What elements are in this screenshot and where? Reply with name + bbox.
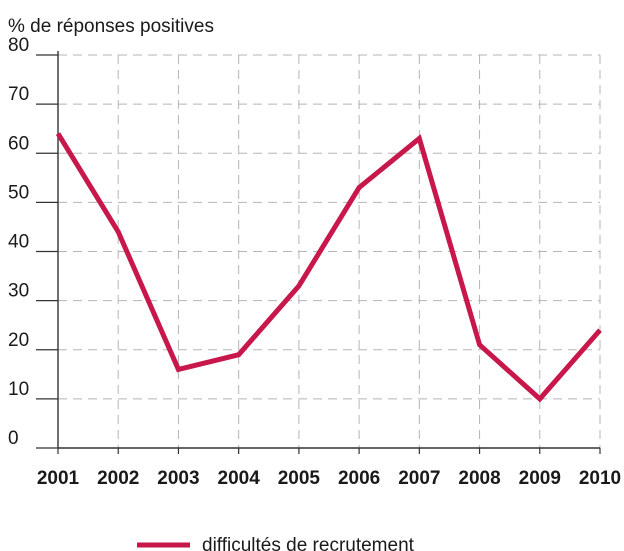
x-tick-label: 2003 (157, 468, 199, 489)
y-tick-label: 20 (8, 330, 29, 351)
y-tick-label: 30 (8, 281, 29, 302)
x-tick-label: 2002 (97, 468, 139, 489)
y-axis-label: % de réponses positives (8, 16, 214, 37)
y-tick-label: 40 (8, 232, 29, 253)
x-tick-label: 2001 (37, 468, 80, 489)
x-tick-label: 2010 (579, 468, 621, 489)
series-line (58, 134, 600, 399)
x-tick-label: 2006 (338, 468, 380, 489)
y-tick-labels: 0 10 20 30 40 50 60 70 80 (8, 35, 29, 449)
x-tick-label: 2007 (398, 468, 440, 489)
x-tick-labels: 2001 2002 2003 2004 2005 2006 2007 2008 2009 2010 (37, 468, 621, 489)
y-tick-label: 50 (8, 182, 29, 203)
y-tick-label: 80 (8, 35, 29, 56)
y-tick-label: 60 (8, 133, 29, 154)
y-tick-label: 70 (8, 84, 29, 105)
y-tick-label: 0 (8, 428, 19, 449)
series-group (58, 134, 600, 399)
y-tick-label: 10 (8, 379, 29, 400)
x-tick-label: 2005 (278, 468, 321, 489)
legend-label: difficultés de recrutement (202, 535, 415, 551)
x-tick-label: 2004 (218, 468, 261, 489)
grid (58, 55, 600, 448)
x-tick-label: 2009 (519, 468, 561, 489)
legend: difficultés de recrutement (137, 535, 415, 551)
x-tick-label: 2008 (458, 468, 500, 489)
